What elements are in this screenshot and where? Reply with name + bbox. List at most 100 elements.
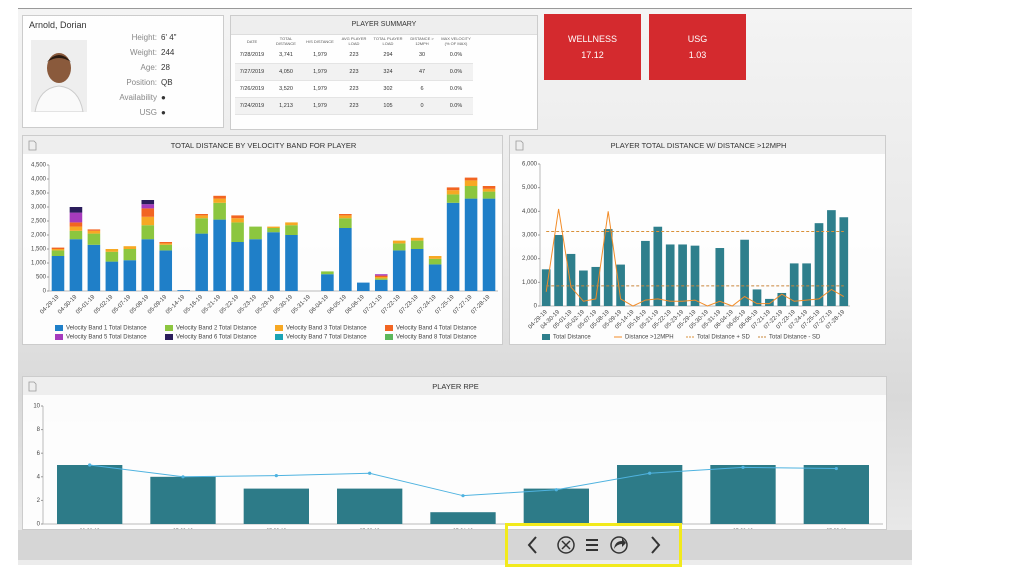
column-header: DATE (246, 38, 258, 44)
line-point (834, 466, 838, 471)
bar-segment (482, 188, 496, 192)
bar-segment (339, 218, 352, 228)
bar-segment (410, 240, 424, 249)
bar-segment (428, 264, 442, 291)
bar-segment (177, 290, 190, 291)
y-tick-label: 2 (37, 498, 41, 504)
x-tick-label: 07-22-19 (266, 528, 286, 530)
bar-segment (195, 233, 208, 291)
table-cell: 0.0% (439, 97, 473, 115)
table-cell: 1,979 (303, 80, 337, 98)
next-button[interactable] (651, 536, 661, 554)
bar (827, 210, 836, 306)
prev-button[interactable] (527, 536, 537, 554)
column-header: MAX VELOCITY (% OF MAX) (441, 36, 471, 46)
field-value: QB (161, 78, 173, 87)
x-tick-label: 07-09-19 (173, 528, 193, 530)
doc-icon (515, 140, 524, 151)
bar-segment (267, 226, 280, 228)
legend-swatch (385, 334, 393, 340)
y-tick-label: 2,500 (31, 219, 47, 225)
legend-swatch (275, 334, 283, 340)
bar-segment (446, 187, 460, 191)
bar-segment (374, 277, 388, 279)
y-tick-label: 1,500 (31, 247, 47, 253)
table-cell: 47 (405, 63, 439, 81)
field-value: 6' 4" (161, 33, 177, 42)
bar-segment (357, 282, 370, 291)
table-cell: 30 (405, 47, 439, 64)
bar (603, 229, 613, 306)
bar-segment (141, 204, 155, 209)
y-tick-label: 6,000 (522, 162, 538, 168)
column-header: AVG PLAYER LOAD (341, 36, 367, 46)
bar-segment (51, 249, 65, 251)
bar-segment (428, 258, 442, 265)
bar-segment (105, 249, 119, 252)
bar-segment (69, 226, 83, 231)
bar-segment (374, 274, 388, 276)
chart-title: PLAYER RPE (432, 382, 479, 391)
legend-label: Velocity Band 8 Total Distance (396, 335, 477, 341)
line-point (461, 494, 465, 498)
y-tick-label: 500 (36, 275, 47, 281)
legend-swatch (165, 325, 173, 331)
bar-segment (87, 230, 101, 234)
legend-label: Velocity Band 7 Total Distance (286, 335, 367, 341)
y-tick-label: 6 (37, 451, 41, 457)
bar (789, 263, 799, 306)
table-cell: 223 (337, 97, 371, 115)
bar-segment (392, 250, 406, 291)
bar-segment (446, 202, 460, 291)
bar-segment (213, 202, 226, 220)
field-label: Height: (131, 33, 157, 42)
line-point (368, 471, 372, 475)
bar (665, 244, 675, 306)
line-point (274, 474, 278, 478)
table-cell: 7/26/2019 (235, 80, 269, 98)
bar (653, 226, 663, 306)
legend-swatch (385, 325, 393, 331)
bar-segment (69, 212, 83, 223)
bar-segment (159, 244, 173, 251)
line (545, 208, 845, 307)
table-cell: 1,979 (303, 97, 337, 115)
bar (740, 239, 749, 306)
player-name: Arnold, Dorian (29, 20, 87, 30)
menu-button[interactable] (586, 539, 598, 551)
bar-segment (446, 194, 460, 203)
chart-title: PLAYER TOTAL DISTANCE W/ DISTANCE >12MPH (611, 141, 787, 150)
line-point (181, 475, 185, 479)
y-tick-label: 3,000 (522, 233, 538, 239)
bar-segment (141, 239, 155, 291)
legend-label: Total Distance - SD (769, 335, 821, 341)
table-cell: 0 (405, 97, 439, 115)
table-row: 7/24/2019 1,213 1,979 223 105 0 0.0% (235, 97, 473, 115)
share-button[interactable] (610, 536, 628, 554)
table-row: 7/27/2019 4,050 1,979 223 324 47 0.0% (235, 63, 473, 81)
bar-segment (87, 229, 101, 231)
kpi-label: WELLNESS (567, 34, 618, 44)
kpi-tile: USG 1.03 (649, 14, 746, 80)
legend-label: Velocity Band 4 Total Distance (396, 326, 477, 332)
bar-segment (482, 186, 496, 189)
legend-label: Total Distance (553, 335, 591, 341)
distance-chart: PLAYER TOTAL DISTANCE W/ DISTANCE >12MPH… (509, 135, 886, 345)
field-label: Position: (126, 78, 157, 87)
bar-segment (213, 219, 226, 291)
kpi-value: 1.03 (688, 50, 707, 60)
y-tick-label: 4,000 (522, 209, 538, 215)
x-tick-label: 06-06-19 (80, 528, 100, 530)
y-tick-label: 0 (43, 289, 47, 295)
legend-swatch (55, 325, 63, 331)
field-value: ● (161, 93, 166, 102)
bar-segment (482, 191, 496, 199)
close-button[interactable] (557, 536, 575, 554)
bar (554, 235, 563, 306)
bar-segment (285, 235, 298, 291)
bar-segment (339, 214, 352, 216)
bar-segment (159, 242, 173, 244)
bar-segment (195, 218, 208, 234)
kpi-tile: WELLNESS 17.12 (544, 14, 641, 80)
bar (566, 253, 576, 306)
